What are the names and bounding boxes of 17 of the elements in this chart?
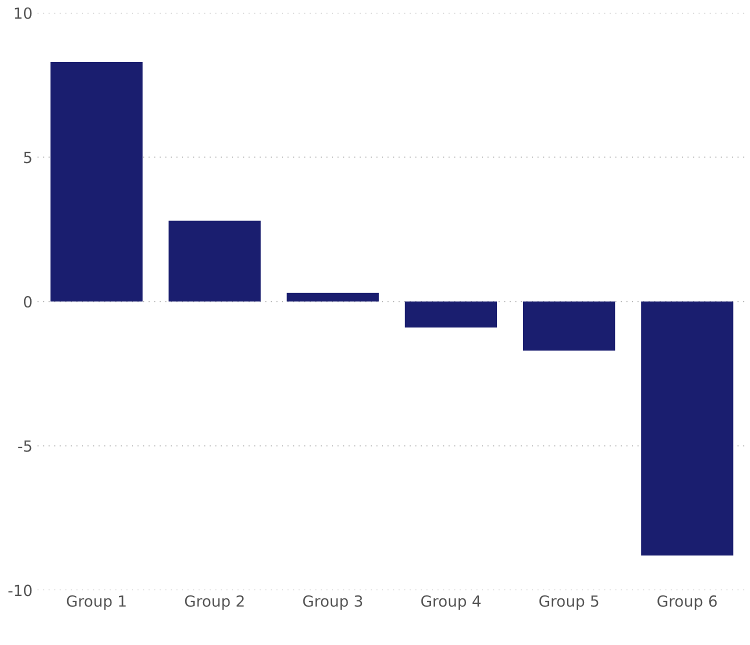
x-tick-label: Group 2: [185, 595, 244, 610]
x-tick-label: Group 4: [421, 595, 481, 610]
x-tick-label: Group 3: [303, 595, 362, 610]
y-tick-label: 10: [14, 7, 32, 19]
x-tick-label: Group 5: [539, 595, 598, 610]
bar: [168, 220, 261, 302]
bar: [286, 292, 379, 302]
x-tick-label: Group 6: [658, 595, 717, 610]
bar: [522, 302, 616, 351]
bar: [404, 302, 498, 328]
y-tick-label: 0: [24, 296, 32, 308]
y-tick-label: -10: [8, 584, 32, 596]
x-tick-label: Group 1: [66, 595, 126, 610]
y-tick-label: -5: [18, 440, 32, 452]
bar: [50, 62, 143, 302]
bar: [641, 302, 734, 556]
y-tick-label: 5: [24, 152, 32, 164]
